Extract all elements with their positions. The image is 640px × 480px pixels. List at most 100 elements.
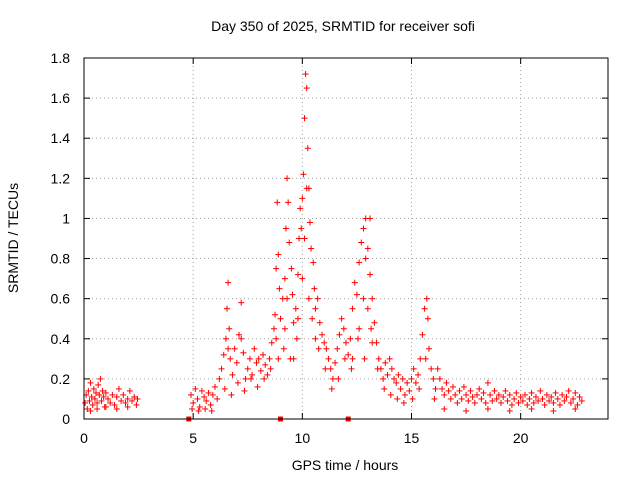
data-point [541,401,548,408]
data-point [329,375,336,382]
y-axis-title: SRMTID / TECUs [5,183,21,293]
data-point [439,385,446,392]
data-point [327,365,334,372]
data-point [576,393,583,400]
data-point [292,305,299,312]
data-point [530,399,537,406]
data-point [570,395,577,402]
data-point [208,407,215,414]
data-point [489,397,496,404]
data-point [351,279,358,286]
data-point [578,397,585,404]
data-point [289,291,296,298]
data-point [124,403,131,410]
data-point [257,367,264,374]
data-point [480,389,487,396]
data-point [294,315,301,322]
data-point [561,397,568,404]
data-point [474,391,480,398]
data-point [424,315,431,322]
data-point [565,387,572,394]
data-point [285,199,292,206]
data-point [422,355,429,362]
data-point [511,395,518,402]
x-tick-label: 20 [513,430,529,446]
data-point [122,399,129,406]
data-point [212,383,218,390]
data-point [362,255,369,262]
data-point [309,315,316,322]
data-point [382,359,389,366]
data-point [88,393,95,400]
data-point [268,339,275,346]
data-point [572,405,579,412]
data-point [463,407,470,414]
data-point [431,395,438,402]
data-point [515,399,522,406]
data-point [87,407,94,414]
data-point [229,371,236,378]
data-point [447,395,454,402]
data-point [297,205,304,212]
data-point [187,391,194,398]
data-point [394,395,401,402]
data-point [267,365,274,372]
data-point [498,399,505,406]
data-point [552,389,559,396]
x-axis-title: GPS time / hours [292,457,399,473]
data-points [82,71,585,414]
data-point [367,215,374,222]
data-point [449,383,456,390]
data-point [107,399,114,406]
data-point [537,387,544,394]
data-point [275,355,282,362]
data-point [113,393,120,400]
data-point [87,379,94,386]
data-point [469,393,476,400]
data-point [234,379,241,386]
data-point [318,331,325,338]
data-point [82,399,89,406]
data-point [425,345,432,352]
data-point [550,407,557,414]
data-point [356,325,363,332]
data-point [504,397,511,404]
data-point [539,395,546,402]
data-point [341,355,348,362]
data-point [409,395,416,402]
data-point [98,397,105,404]
data-point [364,305,371,312]
data-point [384,371,391,378]
data-point [131,393,138,400]
x-tick-label: 0 [80,430,88,446]
data-point [264,371,271,378]
data-point [452,391,459,398]
data-point [441,391,448,398]
data-point [434,365,441,372]
data-point [275,251,282,258]
data-point [408,375,415,382]
data-point [236,331,243,338]
data-point [290,355,297,362]
data-point [335,375,342,382]
x-tick-label: 5 [189,430,197,446]
data-point [467,387,474,394]
y-tick-label: 1 [62,210,70,226]
data-point [221,385,228,392]
data-point [276,285,283,292]
data-point [500,393,507,400]
data-point [412,379,419,386]
data-point [522,391,529,398]
data-point [277,315,284,322]
data-point [308,245,315,252]
y-tick-label: 0.8 [51,251,71,267]
data-point [334,345,341,352]
data-point [361,355,368,362]
data-point [397,385,404,392]
data-point [222,335,229,342]
data-point [255,355,262,362]
data-point [231,345,238,352]
data-point [316,319,323,326]
data-point [89,401,96,408]
